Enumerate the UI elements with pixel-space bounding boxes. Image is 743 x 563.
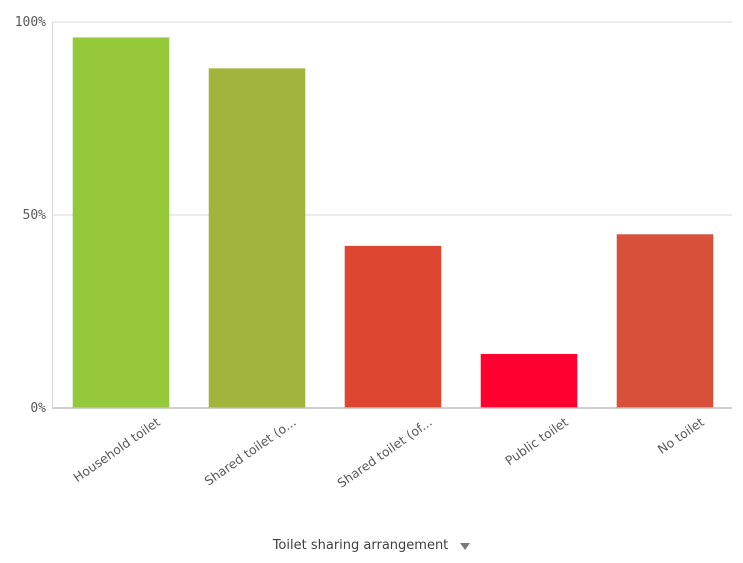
x-tick-label: Shared toilet (o... [201, 414, 298, 488]
x-axis-title: Toilet sharing arrangement [272, 538, 449, 553]
chevron-down-icon [460, 543, 471, 550]
bar[interactable] [344, 245, 442, 408]
x-axis-dimension-menu[interactable]: Toilet sharing arrangement [273, 538, 471, 553]
bar[interactable] [72, 37, 170, 408]
bar[interactable] [208, 68, 306, 408]
y-tick-label: 0% [30, 401, 46, 416]
x-axis-title-area: Toilet sharing arrangement [0, 538, 743, 553]
y-tick-label: 100% [15, 15, 46, 30]
x-tick-label: No toilet [655, 414, 707, 457]
bar[interactable] [480, 353, 578, 408]
y-tick-label: 50% [23, 208, 47, 223]
x-tick-label: Public toilet [502, 414, 571, 468]
bar[interactable] [616, 234, 714, 408]
x-tick-label: Shared toilet (of... [334, 414, 434, 491]
x-tick-label: Household toilet [70, 414, 162, 485]
